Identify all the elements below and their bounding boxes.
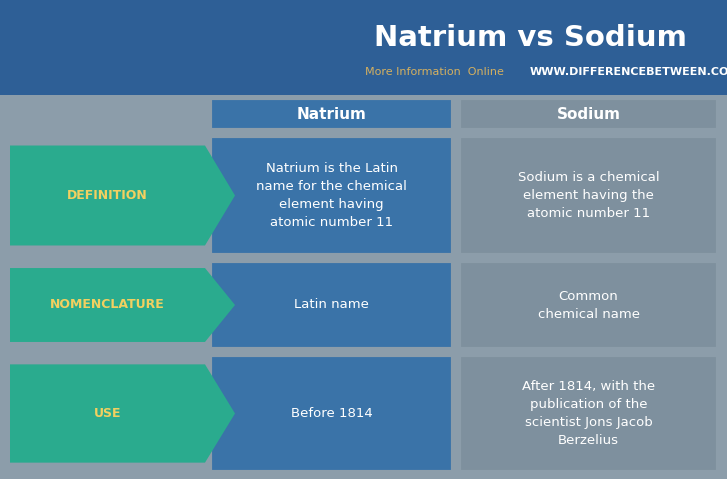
FancyBboxPatch shape <box>210 261 453 349</box>
FancyBboxPatch shape <box>459 98 718 130</box>
Polygon shape <box>10 268 235 342</box>
Text: Sodium: Sodium <box>556 106 621 122</box>
Text: USE: USE <box>94 407 121 420</box>
Text: Natrium: Natrium <box>297 106 366 122</box>
Text: More Information  Online: More Information Online <box>365 67 511 77</box>
Text: Sodium is a chemical
element having the
atomic number 11: Sodium is a chemical element having the … <box>518 171 659 220</box>
Text: Common
chemical name: Common chemical name <box>537 289 640 320</box>
FancyBboxPatch shape <box>210 98 453 130</box>
Text: Before 1814: Before 1814 <box>291 407 372 420</box>
FancyBboxPatch shape <box>459 355 718 472</box>
Text: Latin name: Latin name <box>294 298 369 311</box>
Text: Natrium is the Latin
name for the chemical
element having
atomic number 11: Natrium is the Latin name for the chemic… <box>256 162 407 229</box>
FancyBboxPatch shape <box>459 261 718 349</box>
FancyBboxPatch shape <box>210 136 453 255</box>
FancyBboxPatch shape <box>210 355 453 472</box>
Text: Natrium vs Sodium: Natrium vs Sodium <box>374 24 686 52</box>
Polygon shape <box>10 365 235 463</box>
Text: After 1814, with the
publication of the
scientist Jons Jacob
Berzelius: After 1814, with the publication of the … <box>522 380 655 447</box>
Text: DEFINITION: DEFINITION <box>67 189 148 202</box>
Polygon shape <box>10 146 235 245</box>
FancyBboxPatch shape <box>0 0 727 95</box>
FancyBboxPatch shape <box>459 136 718 255</box>
Text: WWW.DIFFERENCEBETWEEN.COM: WWW.DIFFERENCEBETWEEN.COM <box>530 67 727 77</box>
Text: NOMENCLATURE: NOMENCLATURE <box>50 298 165 311</box>
